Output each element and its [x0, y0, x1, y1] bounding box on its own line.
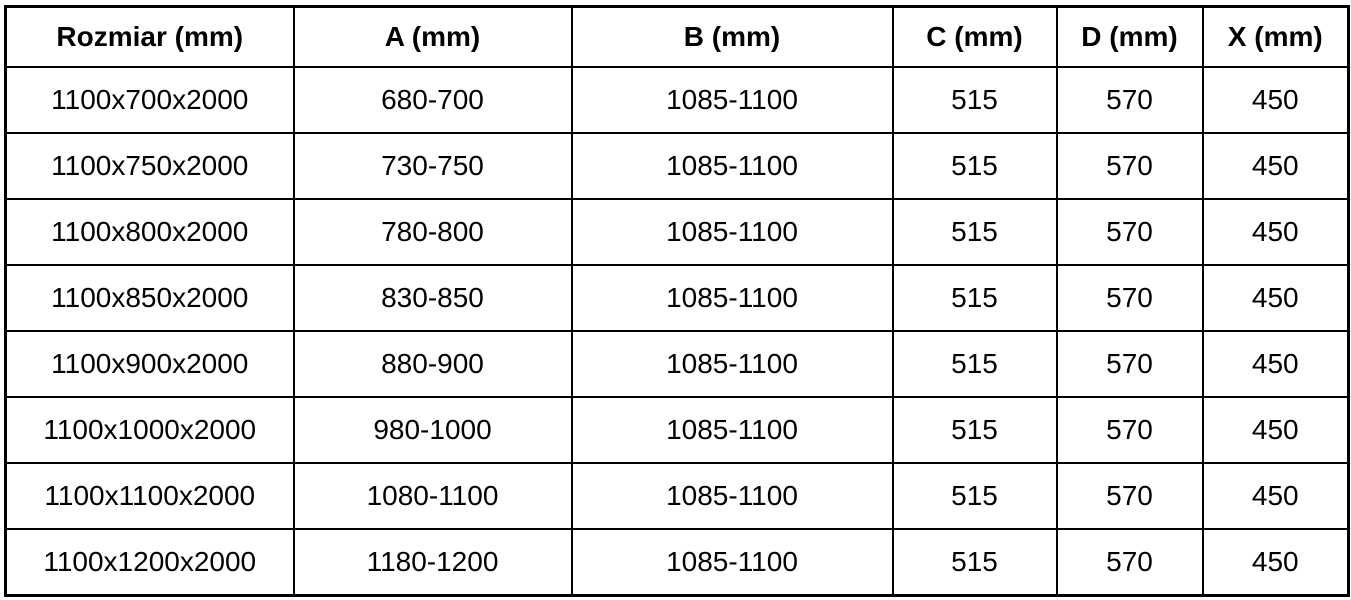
cell-d: 570: [1055, 462, 1204, 530]
cell-x: 450: [1201, 462, 1350, 530]
cell-b: 1085-1100: [570, 330, 894, 398]
cell-c: 515: [891, 396, 1058, 464]
cell-c: 515: [891, 528, 1058, 597]
cell-x: 450: [1201, 330, 1350, 398]
table-header-row: Rozmiar (mm) A (mm) B (mm) C (mm) D (mm)…: [4, 5, 1350, 68]
table-row: 1100x1000x2000 980-1000 1085-1100 515 57…: [4, 396, 1350, 464]
cell-b: 1085-1100: [570, 462, 894, 530]
cell-d: 570: [1055, 528, 1204, 597]
cell-c: 515: [891, 264, 1058, 332]
col-header-x: X (mm): [1201, 5, 1350, 68]
cell-a: 680-700: [292, 66, 573, 134]
cell-size: 1100x1100x2000: [4, 462, 295, 530]
cell-size: 1100x700x2000: [4, 66, 295, 134]
col-header-c: C (mm): [891, 5, 1058, 68]
cell-a: 830-850: [292, 264, 573, 332]
cell-a: 1180-1200: [292, 528, 573, 597]
cell-a: 780-800: [292, 198, 573, 266]
cell-size: 1100x1200x2000: [4, 528, 295, 597]
cell-a: 730-750: [292, 132, 573, 200]
cell-a: 1080-1100: [292, 462, 573, 530]
cell-size: 1100x850x2000: [4, 264, 295, 332]
cell-x: 450: [1201, 132, 1350, 200]
cell-x: 450: [1201, 198, 1350, 266]
cell-b: 1085-1100: [570, 264, 894, 332]
table-row: 1100x1200x2000 1180-1200 1085-1100 515 5…: [4, 528, 1350, 597]
cell-x: 450: [1201, 396, 1350, 464]
cell-d: 570: [1055, 198, 1204, 266]
cell-d: 570: [1055, 66, 1204, 134]
dimensions-table: Rozmiar (mm) A (mm) B (mm) C (mm) D (mm)…: [4, 5, 1350, 597]
cell-b: 1085-1100: [570, 396, 894, 464]
col-header-a: A (mm): [292, 5, 573, 68]
cell-a: 880-900: [292, 330, 573, 398]
table-row: 1100x750x2000 730-750 1085-1100 515 570 …: [4, 132, 1350, 200]
cell-size: 1100x750x2000: [4, 132, 295, 200]
cell-x: 450: [1201, 264, 1350, 332]
table-row: 1100x800x2000 780-800 1085-1100 515 570 …: [4, 198, 1350, 266]
table-row: 1100x1100x2000 1080-1100 1085-1100 515 5…: [4, 462, 1350, 530]
cell-d: 570: [1055, 330, 1204, 398]
cell-c: 515: [891, 462, 1058, 530]
cell-size: 1100x900x2000: [4, 330, 295, 398]
cell-a: 980-1000: [292, 396, 573, 464]
cell-b: 1085-1100: [570, 198, 894, 266]
table-row: 1100x900x2000 880-900 1085-1100 515 570 …: [4, 330, 1350, 398]
col-header-rozmiar: Rozmiar (mm): [4, 5, 295, 68]
table-row: 1100x700x2000 680-700 1085-1100 515 570 …: [4, 66, 1350, 134]
cell-d: 570: [1055, 132, 1204, 200]
cell-size: 1100x800x2000: [4, 198, 295, 266]
cell-c: 515: [891, 66, 1058, 134]
cell-d: 570: [1055, 264, 1204, 332]
cell-size: 1100x1000x2000: [4, 396, 295, 464]
cell-c: 515: [891, 198, 1058, 266]
cell-b: 1085-1100: [570, 66, 894, 134]
col-header-d: D (mm): [1055, 5, 1204, 68]
table-row: 1100x850x2000 830-850 1085-1100 515 570 …: [4, 264, 1350, 332]
cell-c: 515: [891, 330, 1058, 398]
col-header-b: B (mm): [570, 5, 894, 68]
cell-c: 515: [891, 132, 1058, 200]
cell-x: 450: [1201, 528, 1350, 597]
cell-b: 1085-1100: [570, 528, 894, 597]
cell-x: 450: [1201, 66, 1350, 134]
cell-d: 570: [1055, 396, 1204, 464]
cell-b: 1085-1100: [570, 132, 894, 200]
